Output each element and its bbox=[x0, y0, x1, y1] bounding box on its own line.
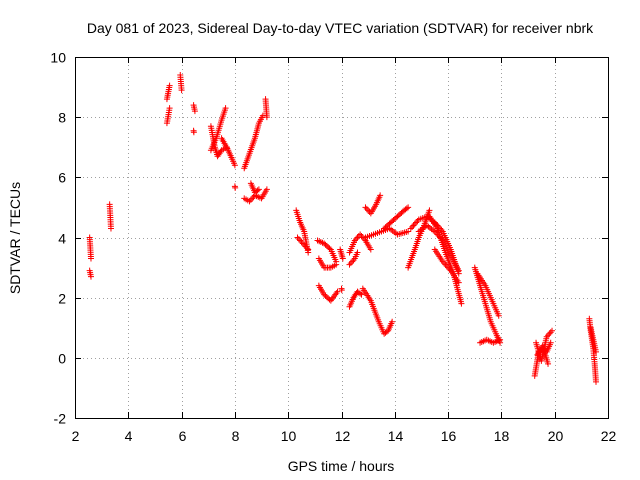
data-point bbox=[247, 196, 254, 203]
data-point bbox=[254, 187, 261, 194]
data-point bbox=[339, 255, 346, 262]
data-point bbox=[455, 279, 462, 286]
data-point bbox=[377, 192, 384, 199]
data-point bbox=[297, 237, 304, 244]
data-point bbox=[299, 240, 306, 247]
data-point bbox=[354, 234, 361, 241]
data-point bbox=[455, 267, 462, 274]
data-points bbox=[86, 72, 600, 385]
data-point bbox=[593, 348, 600, 355]
x-tick-label: 20 bbox=[548, 428, 564, 444]
data-point bbox=[410, 222, 417, 229]
data-point bbox=[497, 336, 504, 343]
data-point bbox=[87, 255, 94, 262]
x-tick-label: 6 bbox=[179, 428, 187, 444]
data-point bbox=[338, 287, 345, 294]
data-point bbox=[334, 288, 341, 295]
data-point bbox=[409, 223, 416, 230]
data-point bbox=[231, 162, 238, 169]
x-tick-label: 10 bbox=[281, 428, 297, 444]
data-point bbox=[405, 228, 412, 235]
data-point bbox=[190, 129, 197, 136]
data-point bbox=[263, 114, 270, 121]
data-point bbox=[547, 339, 554, 346]
data-point bbox=[295, 236, 302, 243]
data-point bbox=[222, 105, 229, 112]
data-point bbox=[357, 231, 364, 238]
data-point bbox=[547, 329, 554, 336]
data-point bbox=[593, 378, 600, 385]
y-tick-label: 4 bbox=[58, 231, 66, 247]
x-tick-label: 8 bbox=[232, 428, 240, 444]
data-point bbox=[346, 261, 353, 268]
data-point bbox=[363, 205, 370, 212]
data-point bbox=[413, 219, 420, 226]
data-point bbox=[294, 234, 301, 241]
x-tick-label: 12 bbox=[335, 428, 351, 444]
data-point bbox=[232, 184, 239, 191]
data-point bbox=[263, 186, 270, 193]
data-point bbox=[358, 291, 365, 298]
chart-title: Day 081 of 2023, Sidereal Day-to-day VTE… bbox=[87, 20, 594, 36]
y-tick-label: 8 bbox=[58, 110, 66, 126]
data-point bbox=[362, 204, 369, 211]
y-tick-label: 6 bbox=[58, 170, 66, 186]
data-point bbox=[367, 246, 374, 253]
data-point bbox=[326, 245, 333, 252]
data-point bbox=[178, 87, 185, 94]
data-point bbox=[166, 82, 173, 89]
x-tick-label: 22 bbox=[601, 428, 617, 444]
data-point bbox=[389, 318, 396, 325]
data-point bbox=[357, 290, 364, 297]
data-point bbox=[546, 330, 553, 337]
x-tick-label: 14 bbox=[388, 428, 404, 444]
axis-ticks: 2 4 6 8 10 12 14 16 18 20 22 -2 0 2 4 6 8 10 bbox=[50, 50, 616, 445]
data-point bbox=[333, 261, 340, 268]
data-point bbox=[259, 112, 266, 119]
data-point bbox=[426, 207, 433, 214]
data-point bbox=[549, 327, 556, 334]
data-point bbox=[347, 260, 354, 267]
data-point bbox=[495, 312, 502, 319]
grid bbox=[75, 57, 608, 418]
y-tick-label: 0 bbox=[58, 351, 66, 367]
x-tick-label: 18 bbox=[494, 428, 510, 444]
data-point bbox=[107, 225, 114, 232]
x-tick-label: 2 bbox=[72, 428, 80, 444]
data-point bbox=[255, 186, 262, 193]
data-point bbox=[365, 207, 372, 214]
data-point bbox=[411, 220, 418, 227]
data-point bbox=[305, 246, 312, 253]
y-tick-label: -2 bbox=[54, 411, 67, 427]
y-axis-label: SDTVAR / TECUs bbox=[7, 182, 23, 294]
y-tick-label: 10 bbox=[50, 50, 66, 66]
data-point bbox=[405, 204, 412, 211]
data-point bbox=[354, 249, 361, 256]
x-tick-label: 4 bbox=[125, 428, 133, 444]
data-point bbox=[407, 225, 414, 232]
data-point bbox=[403, 205, 410, 212]
x-tick-label: 16 bbox=[441, 428, 457, 444]
data-point bbox=[545, 360, 552, 367]
data-point bbox=[166, 105, 173, 112]
data-point bbox=[458, 300, 465, 307]
data-point bbox=[349, 258, 356, 265]
data-point bbox=[87, 273, 94, 280]
y-tick-label: 2 bbox=[58, 291, 66, 307]
data-point bbox=[191, 108, 198, 115]
x-axis-label: GPS time / hours bbox=[288, 458, 395, 474]
